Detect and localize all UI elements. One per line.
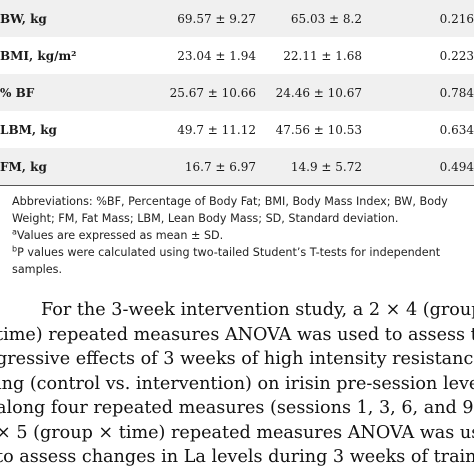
p-value: 0.223 (439, 48, 474, 63)
characteristics-table: BW, kg 69.57 ± 9.27 65.03 ± 8.2 0.216 BM… (0, 0, 474, 186)
p-value: 0.494 (362, 148, 474, 186)
footnote-a-marker: a (12, 227, 17, 237)
body-paragraph: For the 3-week intervention study, a 2 ×… (0, 298, 474, 470)
p-value: 0.634 (439, 122, 474, 137)
table-row: BW, kg 69.57 ± 9.27 65.03 ± 8.2 0.216 (0, 0, 474, 37)
group1-value: 69.57 ± 9.27 (130, 0, 256, 37)
table-row: BMI, kg/m² 23.04 ± 1.94 22.11 ± 1.68 0.2… (0, 37, 474, 74)
group1-value: 49.7 ± 11.12 (177, 122, 256, 137)
body-line: ing (control vs. intervention) on irisin… (0, 373, 474, 394)
p-value: 0.784 (362, 74, 474, 111)
group1-value: 25.67 ± 10.66 (130, 74, 256, 111)
footnote-b-text: P values were calculated using two-taile… (12, 246, 441, 276)
group2-value: 24.46 ± 10.67 (256, 74, 362, 111)
group1-value: 23.04 ± 1.94 (177, 48, 256, 63)
row-label: BMI, kg/m² (0, 48, 77, 63)
body-line: to assess changes in La levels during 3 … (0, 447, 474, 467)
table-row: FM, kg 16.7 ± 6.97 14.9 ± 5.72 0.494 (0, 148, 474, 186)
group2-value: 14.9 ± 5.72 (256, 148, 362, 186)
footnote-a-text: Values are expressed as mean ± SD. (16, 229, 224, 242)
body-line: time) repeated measures ANOVA was used t… (0, 324, 474, 345)
body-line: gressive effects of 3 weeks of high inte… (0, 349, 474, 369)
row-label: BW, kg (0, 0, 130, 37)
group2-value: 47.56 ± 10.53 (275, 122, 362, 137)
row-label: FM, kg (0, 148, 130, 186)
group1-value: 16.7 ± 6.97 (130, 148, 256, 186)
table-footnotes: Abbreviations: %BF, Percentage of Body F… (12, 193, 464, 278)
p-value: 0.216 (362, 0, 474, 37)
table-row: % BF 25.67 ± 10.66 24.46 ± 10.67 0.784 (0, 74, 474, 111)
footnote-b: bP values were calculated using two-tail… (12, 244, 464, 278)
table-row: LBM, kg 49.7 ± 11.12 47.56 ± 10.53 0.634 (0, 111, 474, 148)
group2-value: 22.11 ± 1.68 (283, 48, 362, 63)
body-line: along four repeated measures (sessions 1… (0, 398, 474, 418)
body-line: For the 3-week intervention study, a 2 ×… (41, 300, 474, 320)
footnote-b-marker: b (12, 244, 18, 254)
body-line: × 5 (group × time) repeated measures ANO… (0, 422, 474, 443)
abbreviations-note: Abbreviations: %BF, Percentage of Body F… (12, 195, 448, 225)
row-label: LBM, kg (0, 122, 57, 137)
footnote-a: aValues are expressed as mean ± SD. (12, 227, 464, 244)
group2-value: 65.03 ± 8.2 (256, 0, 362, 37)
row-label: % BF (0, 74, 130, 111)
